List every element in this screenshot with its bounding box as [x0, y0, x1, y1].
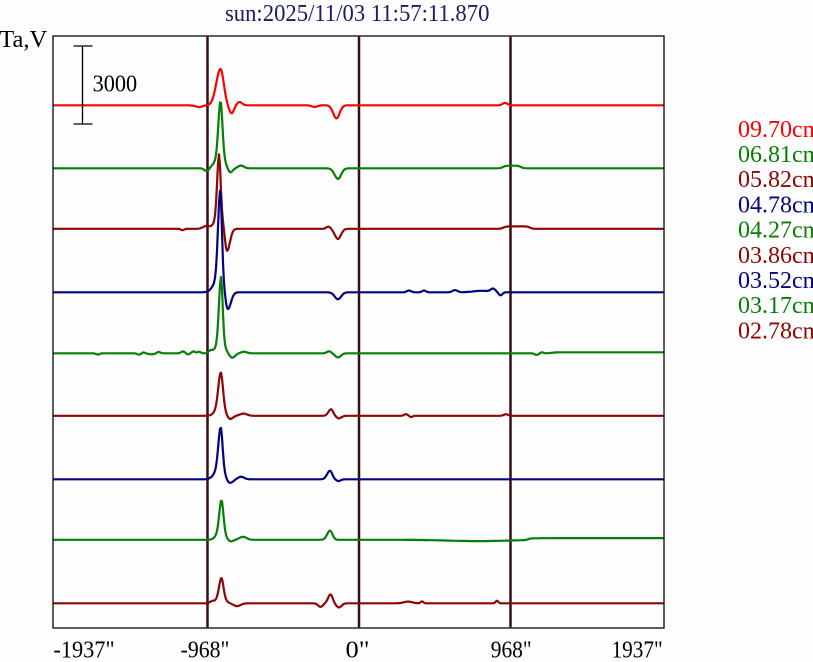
svg-text:04.27cm: 04.27cm — [738, 218, 813, 244]
svg-text:03.52cm: 03.52cm — [738, 268, 813, 294]
svg-text:-1937": -1937" — [53, 637, 114, 662]
svg-text:Ta,V: Ta,V — [0, 27, 48, 53]
svg-text:0": 0" — [346, 637, 370, 662]
svg-text:04.78cm: 04.78cm — [738, 192, 813, 218]
svg-text:sun:2025/11/03 11:57:11.870: sun:2025/11/03 11:57:11.870 — [225, 1, 490, 27]
svg-text:1937": 1937" — [612, 637, 663, 662]
svg-text:06.81cm: 06.81cm — [738, 142, 813, 168]
svg-text:-968": -968" — [181, 637, 230, 662]
svg-text:3000: 3000 — [93, 71, 138, 97]
svg-text:02.78cm: 02.78cm — [738, 318, 813, 344]
svg-text:968": 968" — [491, 637, 532, 662]
svg-text:03.17cm: 03.17cm — [738, 293, 813, 319]
svg-text:05.82cm: 05.82cm — [738, 167, 813, 193]
svg-text:03.86cm: 03.86cm — [738, 243, 813, 269]
svg-text:09.70cm: 09.70cm — [738, 117, 813, 143]
